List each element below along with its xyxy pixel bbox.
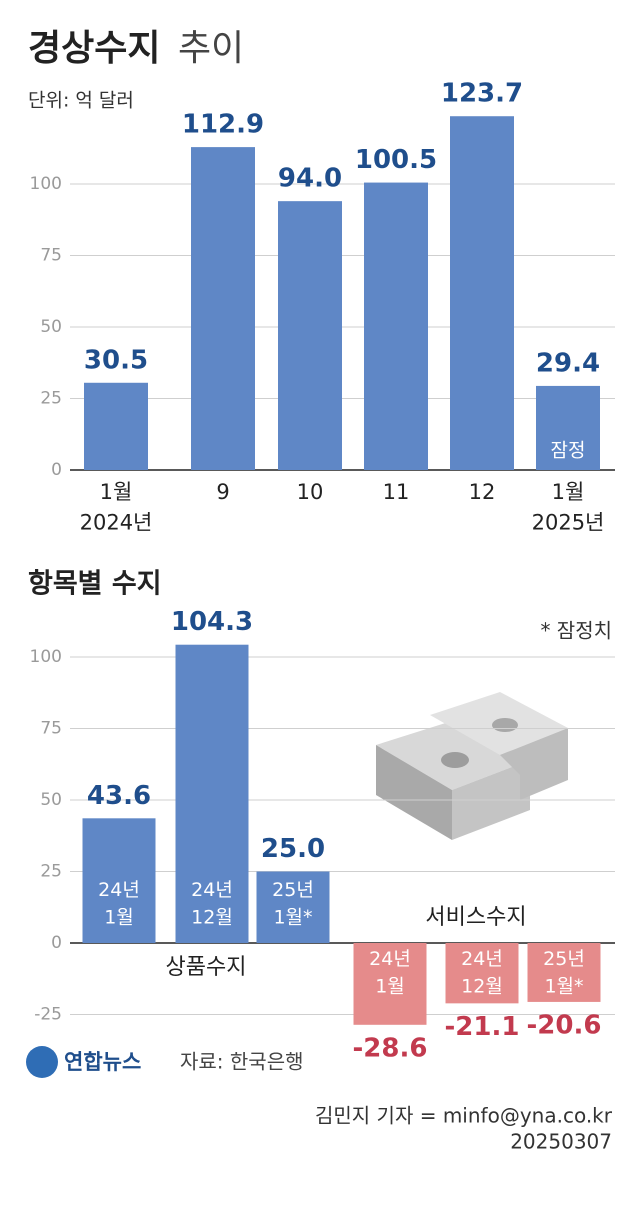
bar xyxy=(191,147,255,470)
x-tick-label: 1월 2025년 xyxy=(532,480,605,534)
bar xyxy=(450,116,514,470)
y-tick-label: -25 xyxy=(34,1005,62,1025)
logo-mark xyxy=(26,1046,58,1078)
group-label: 상품수지 xyxy=(166,955,247,980)
annotation: 잠정 xyxy=(551,440,586,462)
y-tick-label: 75 xyxy=(40,246,62,266)
y-tick-label: 25 xyxy=(40,862,62,882)
bar xyxy=(364,182,428,470)
chart-title: 경상수지 추이 xyxy=(28,28,244,69)
category-label: 24년 12월 xyxy=(191,879,233,929)
unit-label: 단위: 억 달러 xyxy=(28,90,134,112)
title-suffix: 추이 xyxy=(178,28,244,69)
value-label: -21.1 xyxy=(445,1012,520,1042)
note: * 잠정치 xyxy=(540,619,612,643)
value-label: 104.3 xyxy=(171,607,253,637)
value-label: -20.6 xyxy=(527,1010,602,1040)
x-tick-label: 9 xyxy=(216,480,229,504)
y-tick-label: 0 xyxy=(51,933,62,953)
logo-text: 연합뉴스 xyxy=(64,1050,141,1074)
y-tick-label: 75 xyxy=(40,719,62,739)
value-label: 25.0 xyxy=(261,834,325,864)
bar xyxy=(536,385,600,470)
bar xyxy=(527,943,601,1002)
source: 자료: 한국은행 xyxy=(180,1050,304,1074)
group-label: 서비스수지 xyxy=(425,905,526,930)
category-label: 24년 1월 xyxy=(369,948,411,998)
bar xyxy=(82,818,156,943)
bar xyxy=(445,943,519,1004)
value-label: 112.9 xyxy=(182,110,264,140)
bar xyxy=(84,382,148,470)
value-label: -28.6 xyxy=(353,1033,428,1063)
bar xyxy=(278,201,342,470)
bar xyxy=(175,644,249,943)
x-tick-label: 11 xyxy=(383,480,410,504)
value-label: 30.5 xyxy=(84,345,148,375)
y-tick-label: 50 xyxy=(40,790,62,810)
x-tick-label: 10 xyxy=(297,480,324,504)
value-label: 43.6 xyxy=(87,781,151,811)
bar xyxy=(256,871,330,943)
category-label: 25년 1월* xyxy=(543,948,585,998)
y-tick-label: 25 xyxy=(40,389,62,409)
chart-title: 항목별 수지 xyxy=(28,569,162,600)
y-tick-label: 0 xyxy=(51,460,62,480)
y-tick-label: 100 xyxy=(30,174,62,194)
x-tick-label: 1월 2024년 xyxy=(80,480,153,534)
credit: 김민지 기자 = minfo@yna.co.kr xyxy=(315,1104,613,1128)
value-label: 94.0 xyxy=(278,164,342,194)
date: 20250307 xyxy=(510,1130,612,1154)
category-label: 24년 12월 xyxy=(461,948,503,998)
bar xyxy=(353,943,427,1025)
category-label: 25년 1월* xyxy=(272,879,314,929)
y-tick-label: 100 xyxy=(30,647,62,667)
value-label: 29.4 xyxy=(536,348,600,378)
x-tick-label: 12 xyxy=(469,480,496,504)
y-tick-label: 50 xyxy=(40,317,62,337)
title-main: 경상수지 xyxy=(28,28,160,69)
value-label: 100.5 xyxy=(355,145,437,175)
value-label: 123.7 xyxy=(441,79,523,109)
category-label: 24년 1월 xyxy=(98,879,140,929)
